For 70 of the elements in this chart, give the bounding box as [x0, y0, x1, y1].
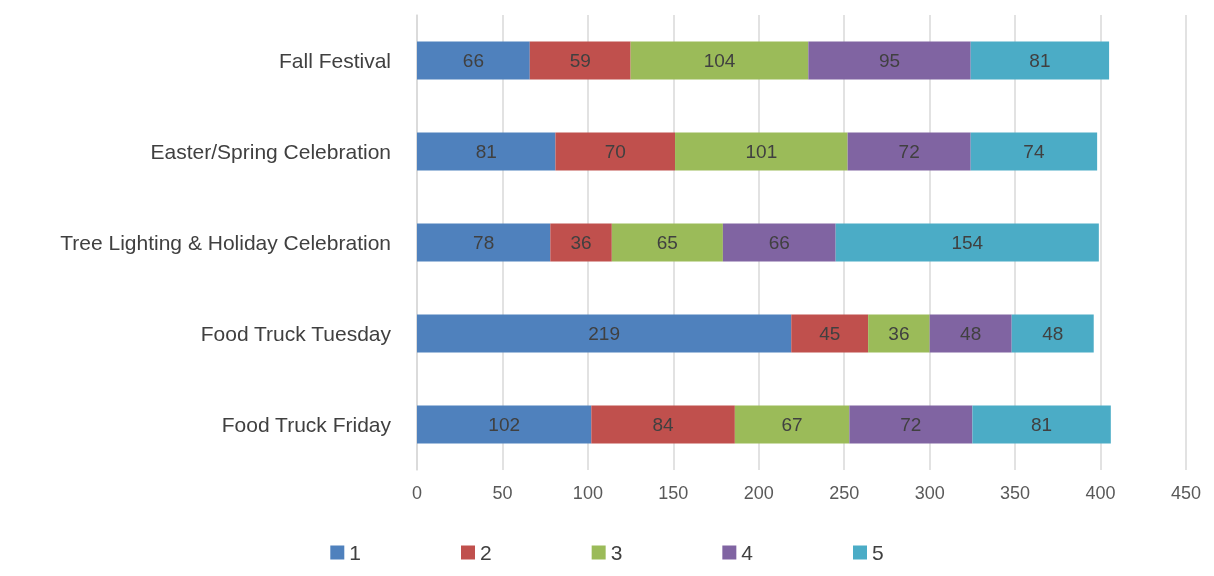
legend-label: 4 [741, 541, 754, 564]
x-tick-label: 100 [572, 483, 603, 503]
y-tick-label: Food Truck Tuesday [200, 322, 392, 345]
bar [611, 223, 723, 262]
y-tick-label: Food Truck Friday [221, 413, 392, 436]
bar [1011, 314, 1094, 353]
data-label: 102 [488, 414, 520, 435]
data-label: 72 [898, 141, 920, 162]
bar [972, 405, 1111, 444]
bar [835, 223, 1099, 262]
y-tick-label: Fall Festival [278, 49, 391, 72]
data-label: 81 [1031, 414, 1053, 435]
bar [849, 405, 973, 444]
y-tick-label: Easter/Spring Celebration [150, 140, 391, 163]
data-label: 70 [604, 141, 626, 162]
data-label: 48 [960, 323, 982, 344]
data-label: 72 [900, 414, 922, 435]
bar [847, 132, 971, 171]
x-tick-label: 150 [658, 483, 689, 503]
data-label: 45 [819, 323, 841, 344]
bar [808, 41, 971, 80]
bar [550, 223, 612, 262]
x-tick-label: 0 [411, 483, 423, 503]
data-label: 66 [462, 50, 484, 71]
data-label: 81 [1029, 50, 1051, 71]
x-tick-label: 300 [914, 483, 945, 503]
bar [970, 132, 1098, 171]
legend-label: 1 [349, 541, 361, 564]
bar [929, 314, 1012, 353]
x-tick-label: 50 [492, 483, 513, 503]
bar [529, 41, 631, 80]
data-label: 67 [781, 414, 803, 435]
y-tick-label: Tree Lighting & Holiday Celebration [60, 231, 391, 254]
data-label: 78 [473, 232, 495, 253]
data-label: 154 [951, 232, 984, 253]
bar [970, 41, 1110, 80]
bar [417, 405, 592, 444]
x-tick-label: 400 [1085, 483, 1116, 503]
x-tick-label: 200 [743, 483, 774, 503]
bar [417, 41, 530, 80]
bar [417, 223, 551, 262]
bar [591, 405, 735, 444]
bar [675, 132, 848, 171]
data-label: 48 [1042, 323, 1064, 344]
bar [630, 41, 809, 80]
x-tick-label: 250 [829, 483, 860, 503]
data-label: 104 [703, 50, 736, 71]
data-label: 84 [652, 414, 675, 435]
data-label: 66 [768, 232, 790, 253]
bar [417, 314, 792, 353]
data-label: 65 [656, 232, 678, 253]
data-label: 81 [475, 141, 497, 162]
bar [868, 314, 930, 353]
data-label: 36 [888, 323, 910, 344]
data-label: 74 [1023, 141, 1045, 162]
legend-label: 3 [610, 541, 623, 564]
data-label: 95 [878, 50, 901, 71]
legend-label: 5 [872, 541, 884, 564]
legend-label: 2 [479, 541, 492, 564]
x-tick-label: 350 [1000, 483, 1031, 503]
bar [791, 314, 869, 353]
bar [722, 223, 836, 262]
x-tick-label: 450 [1170, 483, 1202, 503]
data-label: 219 [588, 323, 620, 344]
bar [555, 132, 676, 171]
data-label: 36 [570, 232, 592, 253]
bar [417, 132, 556, 171]
data-label: 101 [745, 141, 778, 162]
data-label: 59 [569, 50, 591, 71]
bar [734, 405, 850, 444]
